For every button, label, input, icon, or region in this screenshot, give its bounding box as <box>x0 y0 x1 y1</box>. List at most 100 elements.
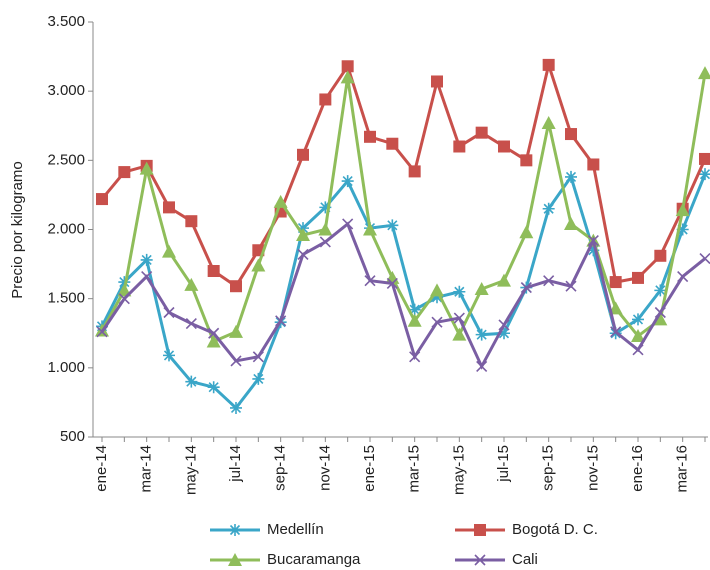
marker <box>632 344 644 356</box>
x-tick-label: may-15 <box>450 445 467 495</box>
marker <box>474 554 486 566</box>
y-axis-label: Precio por kilogramo <box>9 161 26 299</box>
marker <box>542 58 555 71</box>
marker <box>185 375 198 388</box>
marker <box>698 66 710 80</box>
x-tick-label: ene-14 <box>93 445 110 492</box>
x-tick-label: mar-15 <box>406 445 423 493</box>
marker <box>229 324 243 338</box>
marker <box>431 316 443 328</box>
marker <box>520 282 532 294</box>
marker <box>610 326 622 338</box>
marker <box>118 166 131 179</box>
y-tick-label: 2.000 <box>47 220 85 237</box>
marker <box>699 152 710 165</box>
legend-label: Cali <box>512 551 538 568</box>
marker <box>319 201 332 214</box>
marker <box>654 306 666 319</box>
marker <box>565 128 577 141</box>
marker <box>275 315 287 327</box>
x-tick-label: ene-16 <box>629 445 646 492</box>
marker <box>476 360 488 373</box>
marker <box>408 303 421 316</box>
marker <box>341 60 354 73</box>
marker <box>498 140 510 153</box>
y-tick-label: 1.500 <box>47 290 85 307</box>
x-tick-label: may-14 <box>182 445 199 495</box>
marker <box>208 327 220 339</box>
marker <box>475 328 488 341</box>
marker <box>608 301 623 315</box>
marker <box>252 351 264 363</box>
marker <box>632 313 644 326</box>
marker <box>587 235 599 247</box>
marker <box>319 236 331 248</box>
marker <box>498 327 510 340</box>
marker <box>431 75 443 88</box>
x-tick-label: mar-16 <box>674 445 691 493</box>
y-tick-label: 2.500 <box>47 151 85 168</box>
marker <box>653 312 668 326</box>
marker <box>519 225 534 239</box>
marker <box>207 265 220 277</box>
marker <box>318 222 333 236</box>
marker <box>453 312 465 324</box>
marker <box>229 524 241 536</box>
marker <box>430 283 444 297</box>
marker <box>675 203 690 217</box>
marker <box>409 351 421 363</box>
series <box>96 218 710 373</box>
marker <box>185 318 197 330</box>
y-tick-label: 1.000 <box>47 359 85 376</box>
marker <box>609 276 622 289</box>
marker <box>542 202 555 215</box>
marker <box>386 219 399 232</box>
marker <box>541 115 556 129</box>
marker <box>342 218 354 230</box>
marker <box>273 194 288 208</box>
marker <box>163 349 175 362</box>
marker <box>520 154 533 167</box>
marker <box>453 285 466 298</box>
marker <box>631 329 645 343</box>
marker <box>297 148 309 161</box>
legend-label: Bucaramanga <box>267 551 361 568</box>
marker <box>251 258 266 272</box>
x-tick-label: jul-15 <box>495 445 512 483</box>
y-tick-label: 3.000 <box>47 82 85 99</box>
marker <box>118 293 130 305</box>
marker <box>654 284 667 297</box>
legend-label: Medellín <box>267 521 324 538</box>
series <box>96 168 710 414</box>
marker <box>632 271 644 284</box>
marker <box>699 168 710 181</box>
marker <box>252 244 265 257</box>
marker <box>207 381 220 394</box>
marker <box>676 223 689 236</box>
marker <box>162 244 176 258</box>
marker <box>341 175 354 188</box>
x-tick-label: jul-14 <box>227 445 244 483</box>
marker <box>96 193 108 206</box>
marker <box>564 216 578 230</box>
marker <box>452 327 467 341</box>
marker <box>474 524 486 536</box>
y-tick-label: 500 <box>60 428 85 445</box>
marker <box>498 319 510 331</box>
legend-label: Bogotá D. C. <box>512 521 598 538</box>
marker <box>497 273 511 287</box>
line <box>100 72 707 344</box>
marker <box>230 280 242 293</box>
marker <box>185 215 198 228</box>
marker <box>319 93 332 106</box>
marker <box>297 248 309 260</box>
x-tick-label: mar-14 <box>138 445 155 493</box>
marker <box>252 372 265 385</box>
marker <box>587 158 600 171</box>
series <box>96 58 710 293</box>
marker <box>184 277 199 291</box>
x-tick-label: sep-15 <box>540 445 557 491</box>
marker <box>228 553 242 566</box>
marker <box>364 275 376 287</box>
